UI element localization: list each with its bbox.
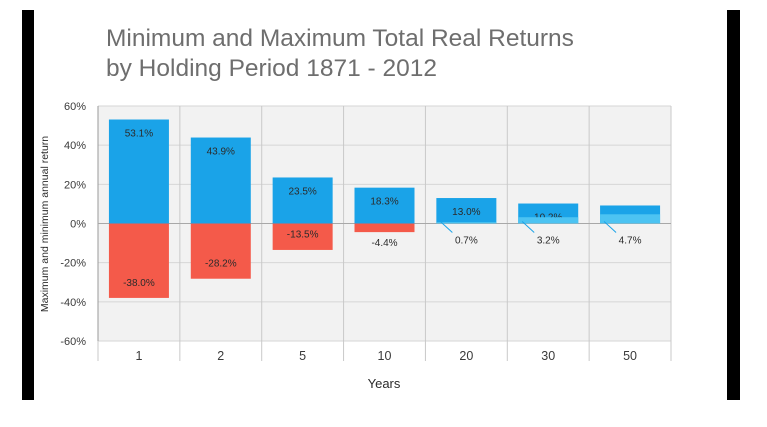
x-tick-label: 1: [135, 349, 142, 363]
max-return-label: 53.1%: [125, 129, 153, 140]
chart-title-line-2: by Holding Period 1871 - 2012: [106, 55, 437, 82]
right-black-border: [727, 10, 740, 400]
min-return-label: 0.7%: [455, 236, 478, 247]
x-tick-label: 10: [378, 349, 392, 363]
max-return-bar: [354, 187, 415, 224]
y-tick-label: 20%: [64, 179, 86, 191]
y-axis-title: Maximum and minimum annual return: [39, 136, 51, 312]
y-tick-label: -60%: [60, 336, 86, 348]
min-return-label: -38.0%: [123, 278, 155, 289]
left-black-border: [22, 10, 34, 400]
x-tick-label: 30: [541, 349, 555, 363]
min-return-bar: [190, 223, 251, 279]
min-return-label: -13.5%: [287, 230, 319, 241]
x-tick-label: 50: [623, 349, 637, 363]
min-return-bar: [436, 222, 497, 224]
y-tick-label: 0%: [70, 219, 86, 231]
max-return-bar: [436, 198, 497, 224]
min-label-leader: [603, 221, 617, 233]
min-label-leader: [440, 221, 453, 233]
min-return-label: 3.2%: [537, 236, 560, 247]
min-label-leader: [521, 221, 535, 233]
max-return-bar: [108, 119, 169, 224]
max-return-label: 13.0%: [452, 207, 480, 218]
y-tick-label: -40%: [60, 297, 86, 309]
min-return-bar: [272, 223, 333, 250]
x-axis-title: Years: [368, 376, 401, 391]
min-return-label: 4.7%: [619, 236, 642, 247]
min-return-bar: [600, 214, 661, 224]
y-tick-label: 40%: [64, 140, 86, 152]
y-tick-label: -20%: [60, 258, 86, 270]
min-return-bar: [518, 217, 579, 224]
max-return-label: 43.9%: [207, 147, 235, 158]
chart-title-line-1: Minimum and Maximum Total Real Returns: [106, 25, 574, 52]
min-return-bar: [354, 223, 415, 233]
max-return-bar: [272, 177, 333, 224]
y-tick-label: 60%: [64, 101, 86, 113]
x-tick-label: 5: [299, 349, 306, 363]
min-return-bar: [108, 223, 169, 298]
min-return-label: -4.4%: [371, 238, 397, 249]
min-return-label: -28.2%: [205, 259, 237, 270]
chart-title: Minimum and Maximum Total Real Returns b…: [106, 24, 666, 84]
max-return-bar: [190, 137, 251, 224]
max-return-label: 23.5%: [288, 186, 316, 197]
x-tick-label: 2: [217, 349, 224, 363]
max-return-label: 18.3%: [370, 197, 398, 208]
x-tick-label: 20: [459, 349, 473, 363]
